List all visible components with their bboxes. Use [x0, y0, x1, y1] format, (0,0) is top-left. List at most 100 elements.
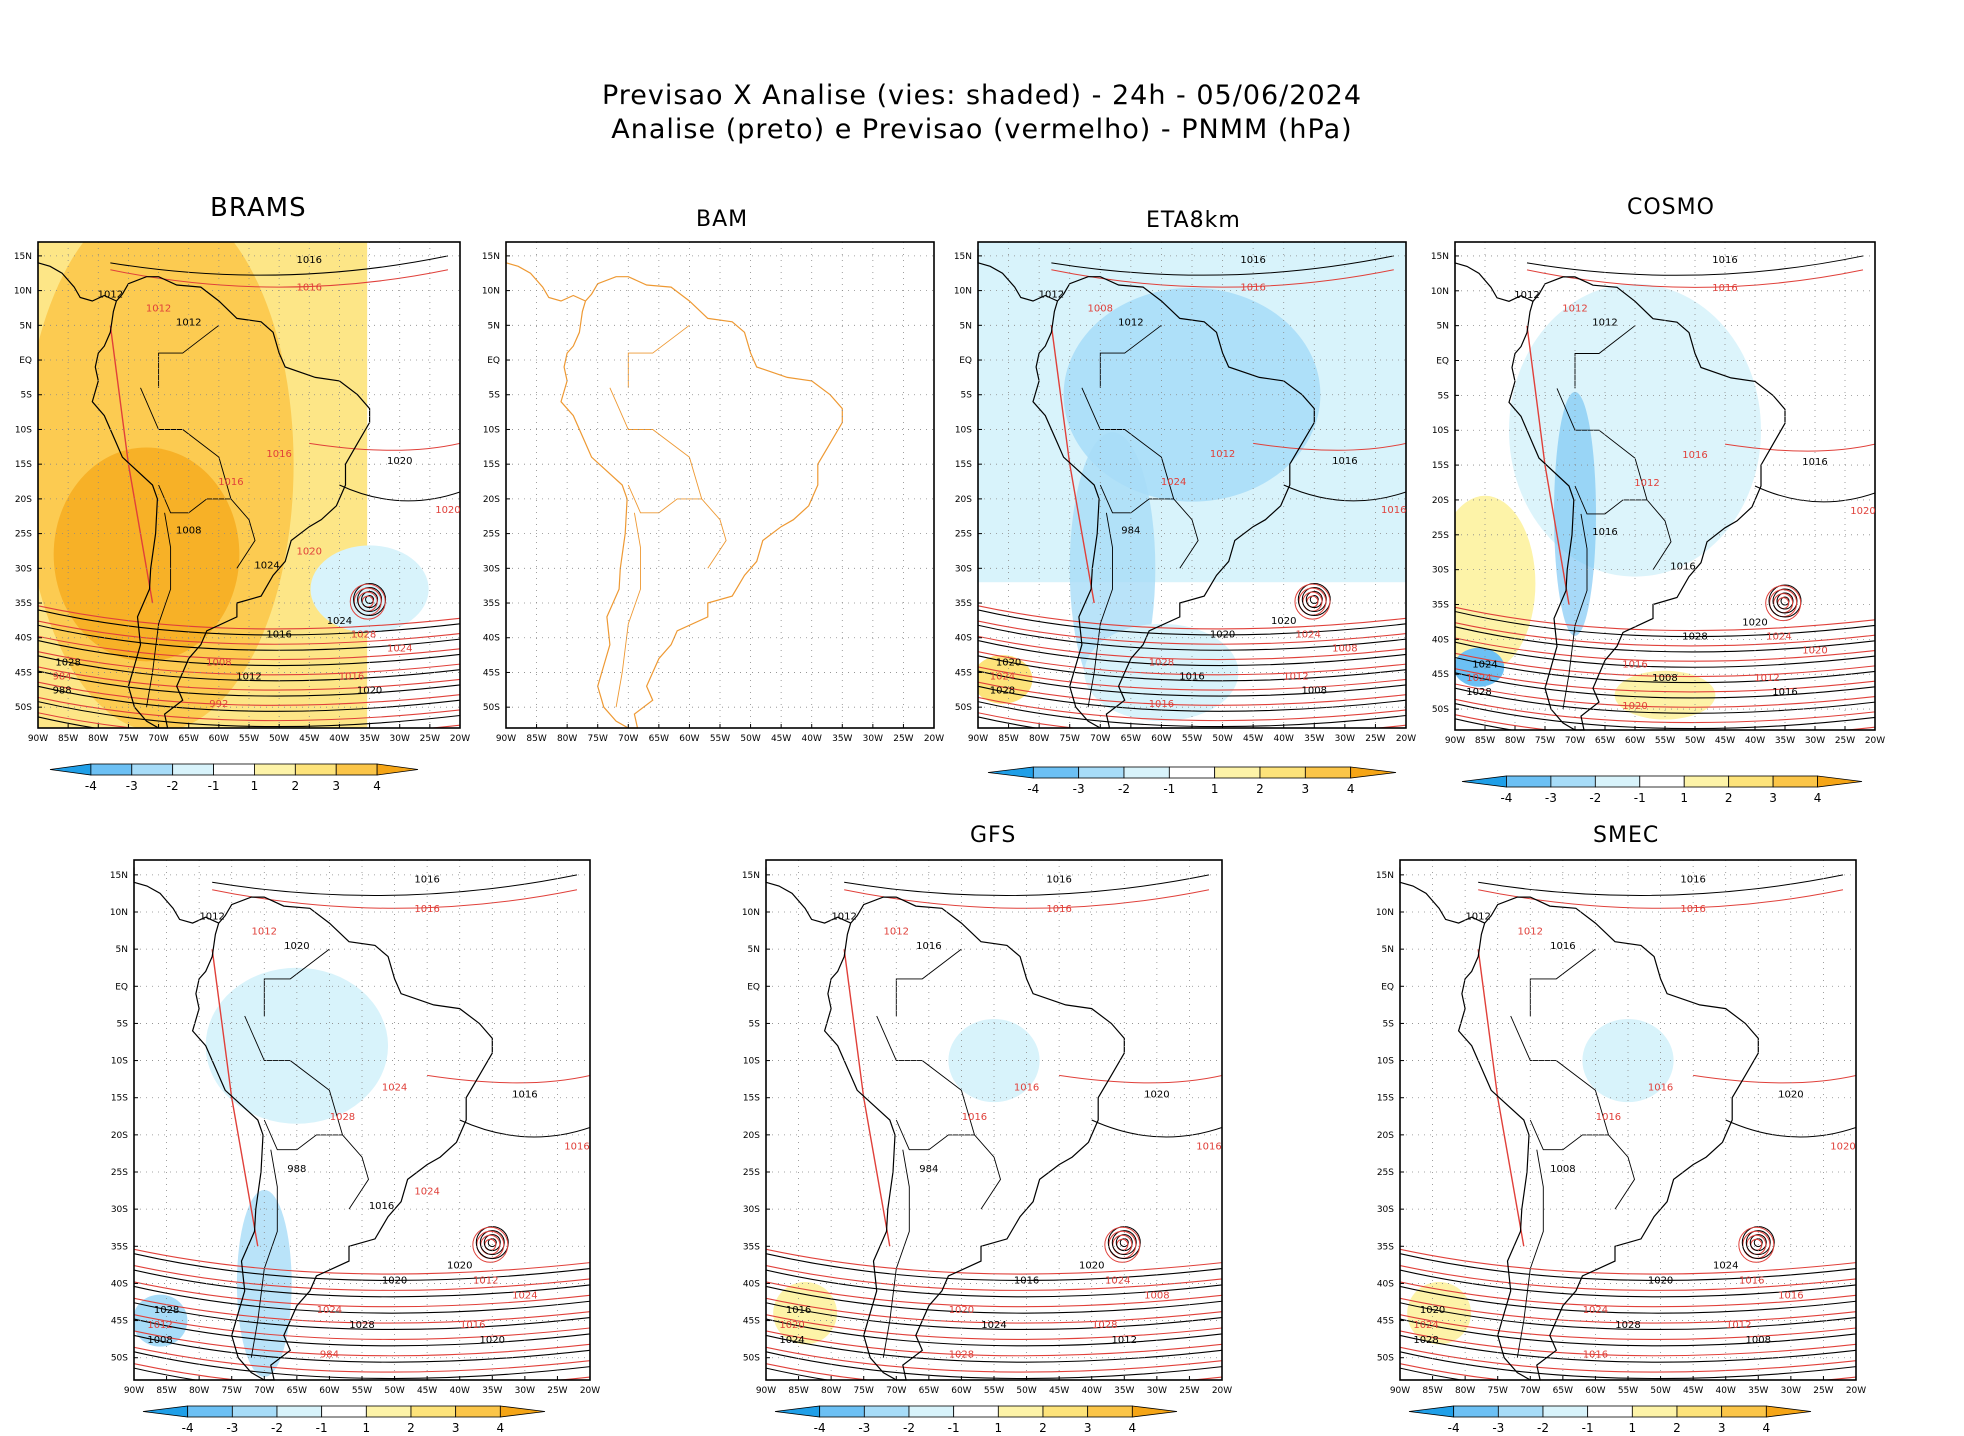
isobar-label: 1024 — [414, 1186, 439, 1197]
isobar-label: 1016 — [1240, 255, 1265, 266]
colorbar-label: -2 — [1118, 782, 1130, 796]
isobar-label: 1028 — [1466, 687, 1491, 698]
lat-tick-label: 20S — [483, 495, 500, 505]
isobar-label: 1028 — [1413, 1335, 1438, 1346]
panel-title-bam: BAM — [696, 207, 749, 232]
lon-tick-label: 30W — [863, 734, 883, 744]
lat-tick-label: 35S — [111, 1242, 128, 1252]
isobar-label: 1016 — [297, 283, 322, 294]
lon-tick-label: 65W — [1553, 1386, 1573, 1396]
isobar-label: 1012 — [831, 911, 856, 922]
colorbar-label: -2 — [167, 779, 179, 793]
isobar-label: 1012 — [98, 290, 123, 301]
isobar-label: 1016 — [1802, 457, 1827, 468]
isobar-label: 988 — [287, 1164, 306, 1175]
panel-title-smec: SMEC — [1593, 823, 1660, 848]
isobar-label: 1028 — [349, 1320, 374, 1331]
colorbar-unnamed: -4 -3 -2 -1 1 2 3 4 — [142, 1405, 546, 1435]
colorbar-label: 3 — [1084, 1421, 1092, 1435]
lat-tick-label: 20S — [743, 1131, 760, 1141]
lon-tick-label: 80W — [1029, 734, 1049, 744]
lon-tick-label: 60W — [209, 734, 229, 744]
coastline-eta8km — [1032, 276, 1315, 729]
colorbar-label: -4 — [814, 1421, 826, 1435]
lon-tick-label: 70W — [1565, 736, 1585, 746]
lon-tick-label: 30W — [1781, 1386, 1801, 1396]
lat-tick-label: 15N — [1376, 871, 1394, 881]
lon-tick-label: 55W — [1182, 734, 1202, 744]
lat-tick-label: 5N — [1437, 322, 1449, 332]
lat-tick-label: 40S — [1432, 635, 1449, 645]
isobar-label: 1012 — [1039, 290, 1064, 301]
isobar-label: 1012 — [884, 926, 909, 937]
lon-tick-label: 55W — [1618, 1386, 1638, 1396]
lat-tick-label: 40S — [1377, 1279, 1394, 1289]
colorbar-gfs: -4 -3 -2 -1 1 2 3 4 — [774, 1405, 1178, 1435]
lon-tick-label: 25W — [1835, 736, 1855, 746]
lat-tick-label: 35S — [955, 599, 972, 609]
lon-tick-label: 45W — [1243, 734, 1263, 744]
lat-tick-label: 20S — [15, 495, 32, 505]
isobar-label: 1008 — [1332, 644, 1357, 655]
isobar-label: 1016 — [460, 1320, 485, 1331]
isobar-label: 1016 — [1592, 527, 1617, 538]
colorbar-label: 3 — [452, 1421, 460, 1435]
isobar-label: 1020 — [1420, 1305, 1445, 1316]
isobar-label: 1016 — [1550, 941, 1575, 952]
isobar-label: 984 — [1121, 526, 1140, 537]
panel-title-cosmo: COSMO — [1627, 195, 1715, 220]
lat-tick-label: 25S — [743, 1168, 760, 1178]
lon-tick-label: 65W — [179, 734, 199, 744]
lon-tick-label: 55W — [1655, 736, 1675, 746]
lon-tick-label: 30W — [515, 1386, 535, 1396]
isobar-label: 1016 — [1772, 687, 1797, 698]
isobar-label: 1016 — [297, 255, 322, 266]
isobar-label: 1024 — [981, 1320, 1006, 1331]
isobar-label: 1012 — [1112, 1335, 1137, 1346]
isobar-label: 1024 — [387, 644, 412, 655]
lat-tick-label: 5S — [749, 1019, 761, 1029]
isobar-label: 1016 — [1046, 904, 1071, 915]
lon-tick-label: 40W — [1274, 734, 1294, 744]
map-panel-unnamed: 15N 10N 5N EQ 5S 10S 15S 20S 25S 30S 35S 40S 45S 50S 9… — [110, 859, 600, 1396]
lat-tick-label: 5S — [1383, 1019, 1395, 1029]
lon-tick-label: 85W — [998, 734, 1018, 744]
lon-tick-label: 90W — [968, 734, 988, 744]
lat-tick-label: 45S — [955, 668, 972, 678]
isobar-label: 1020 — [1802, 645, 1827, 656]
colorbar-label: 1 — [1629, 1421, 1637, 1435]
lon-tick-label: 25W — [547, 1386, 567, 1396]
colorbar-label: -4 — [182, 1421, 194, 1435]
isobar-label: 1016 — [369, 1201, 394, 1212]
lat-tick-label: 30S — [1432, 566, 1449, 576]
colorbar-label: -1 — [208, 779, 220, 793]
lon-tick-label: 85W — [1422, 1386, 1442, 1396]
lat-tick-label: 50S — [743, 1354, 760, 1364]
lat-tick-label: 30S — [1377, 1205, 1394, 1215]
lon-tick-label: 70W — [254, 1386, 274, 1396]
isobar-label: 1028 — [351, 630, 376, 641]
lon-tick-label: 60W — [951, 1386, 971, 1396]
isobar-label: 1016 — [1778, 1290, 1803, 1301]
isobar-label: 1016 — [1680, 904, 1705, 915]
lon-tick-label: 65W — [1121, 734, 1141, 744]
isobar-label: 1024 — [1295, 630, 1320, 641]
isobar-label: 1028 — [1682, 631, 1707, 642]
lon-tick-label: 50W — [1016, 1386, 1036, 1396]
colorbar-label: 1 — [1211, 782, 1219, 796]
isobar-label: 988 — [53, 685, 72, 696]
lon-tick-label: 60W — [1151, 734, 1171, 744]
lon-tick-label: 70W — [618, 734, 638, 744]
lon-tick-label: 50W — [1685, 736, 1705, 746]
isobar-label: 1024 — [327, 616, 352, 627]
colorbar-label: -3 — [1073, 782, 1085, 796]
lon-tick-label: 35W — [1775, 736, 1795, 746]
lat-tick-label: 15S — [1432, 461, 1449, 471]
lat-tick-label: 5S — [21, 391, 33, 401]
isobar-label: 1016 — [1240, 283, 1265, 294]
lat-tick-label: 5N — [116, 945, 128, 955]
lon-tick-label: 70W — [1090, 734, 1110, 744]
isobar-label: 1016 — [1670, 562, 1695, 573]
isobar-label: 1012 — [1210, 449, 1235, 460]
lat-tick-label: 10N — [742, 908, 760, 918]
